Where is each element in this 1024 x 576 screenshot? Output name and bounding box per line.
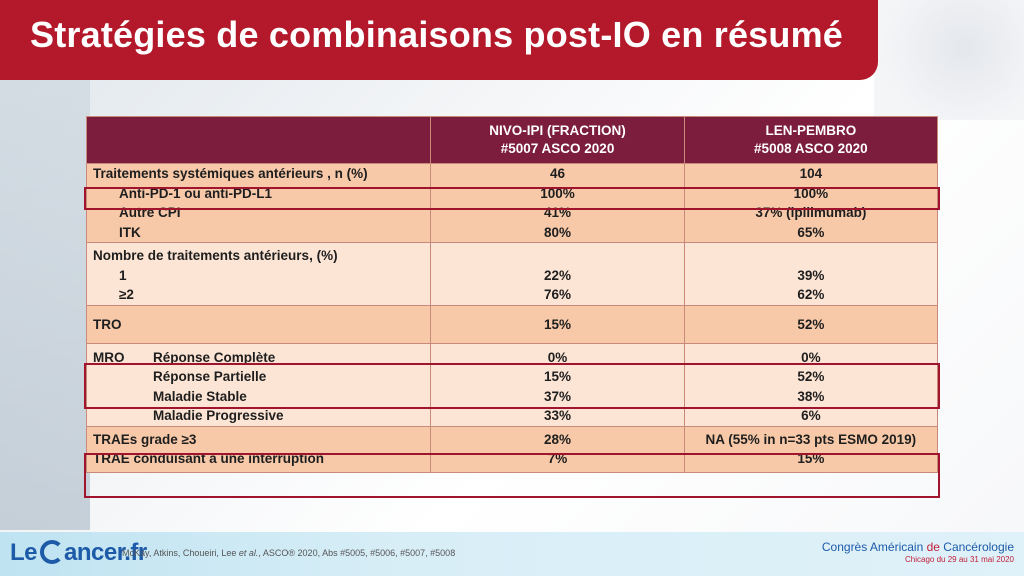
value-autre-cpi-len: 37% (ipilimumab) (755, 205, 867, 220)
cell-prior-len: 104 100% 37% (ipilimumab) 65% (683, 163, 939, 243)
label-rp: Réponse Partielle (153, 369, 267, 384)
background-buildings (0, 60, 90, 530)
table-header-row: NIVO-IPI (FRACTION) #5007 ASCO 2020 LEN-… (85, 116, 939, 164)
cell-mro-len: 0% 52% 38% 6% (683, 342, 939, 427)
value-interruption-nivo: 7% (547, 451, 568, 466)
label-itk: ITK (119, 224, 141, 240)
value-rc-len: 0% (801, 349, 821, 365)
table-row-mro: MRO Réponse Complète Réponse Partielle Ma… (85, 342, 939, 427)
label-rc: Réponse Complète (153, 349, 276, 365)
lecancer-logo: Le ancer.fr (10, 539, 147, 567)
label-prior: Traitements systémiques antérieurs , n (… (93, 166, 368, 181)
cell-traes-labels: TRAEs grade ≥3 TRAE conduisant à une int… (85, 425, 432, 473)
table-row-number-prior: Nombre de traitements antérieurs, (%) 1 … (85, 242, 939, 306)
cell-traes-nivo: 28% 7% (430, 425, 685, 473)
label-nombre: Nombre de traitements antérieurs, (%) (93, 248, 338, 263)
header-len-pembro: LEN-PEMBRO #5008 ASCO 2020 (683, 116, 939, 164)
table-row-prior-treatments: Traitements systémiques antérieurs , n (… (85, 163, 939, 243)
value-rp-len: 52% (797, 369, 825, 384)
title-bar: Stratégies de combinaisons post-IO en ré… (0, 0, 878, 80)
reference-text: McKay, Atkins, Choueiri, Lee et al., ASC… (122, 548, 455, 558)
label-interruption: TRAE conduisant à une interruption (93, 451, 325, 466)
cell-mro-nivo: 0% 15% 37% 33% (430, 342, 685, 427)
value-prior-nivo: 46 (550, 166, 566, 181)
congress-dates: Chicago du 29 au 31 mai 2020 (905, 555, 1014, 564)
congress-text-de: de (926, 540, 940, 554)
value-itk-len: 65% (797, 224, 825, 240)
value-interruption-len: 15% (797, 451, 825, 466)
value-n2-len: 62% (797, 287, 825, 302)
value-rp-nivo: 15% (544, 369, 572, 384)
label-traes: TRAEs grade ≥3 (93, 431, 197, 447)
value-tro-nivo: 15% (430, 304, 685, 344)
value-n1-nivo: 22% (544, 267, 572, 283)
value-ms-nivo: 37% (544, 388, 572, 404)
value-traes-len: NA (55% in n=33 pts ESMO 2019) (705, 431, 917, 447)
cell-prior-labels: Traitements systémiques antérieurs , n (… (85, 163, 432, 243)
header-empty-cell (85, 116, 432, 164)
congress-text-1: Congrès Américain (821, 540, 927, 554)
value-prior-len: 104 (799, 166, 823, 181)
congress-text-2: Cancérologie (939, 540, 1014, 554)
table-row-tro: TRO 15% 52% (85, 304, 939, 344)
logo-c-icon (40, 540, 65, 564)
value-n2-nivo: 76% (544, 287, 572, 302)
label-tro: TRO (85, 304, 432, 344)
label-n2: ≥2 (119, 287, 134, 302)
value-ms-len: 38% (797, 388, 825, 404)
table-row-traes: TRAEs grade ≥3 TRAE conduisant à une int… (85, 425, 939, 473)
reference-authors: McKay, Atkins, Choueiri, Lee (122, 548, 239, 558)
comparison-table: NIVO-IPI (FRACTION) #5007 ASCO 2020 LEN-… (85, 116, 939, 473)
label-anti-pd1: Anti-PD-1 ou anti-PD-L1 (119, 185, 272, 201)
reference-abstracts: , ASCO® 2020, Abs #5005, #5006, #5007, #… (258, 548, 456, 558)
footer: Le ancer.fr McKay, Atkins, Choueiri, Lee … (0, 532, 1024, 576)
label-autre-cpi: Autre CPI (119, 205, 181, 220)
cell-prior-nivo: 46 100% 41% 80% (430, 163, 685, 243)
cell-number-labels: Nombre de traitements antérieurs, (%) 1 … (85, 242, 432, 306)
label-mro: MRO (93, 349, 125, 365)
slide-title: Stratégies de combinaisons post-IO en ré… (30, 14, 844, 55)
label-ms: Maladie Stable (153, 388, 247, 404)
header-len-pembro-name: LEN-PEMBRO (765, 123, 857, 138)
value-rc-nivo: 0% (547, 349, 568, 365)
congress-logo: Congrès Américain de Cancérologie Chicag… (822, 540, 1014, 564)
header-nivo-ipi: NIVO-IPI (FRACTION) #5007 ASCO 2020 (430, 116, 685, 164)
header-nivo-ipi-name: NIVO-IPI (FRACTION) (489, 123, 626, 138)
logo-text-ancer: ancer.fr (64, 539, 147, 566)
value-anti-pd1-len: 100% (793, 185, 829, 201)
header-len-pembro-ref: #5008 ASCO 2020 (754, 141, 868, 156)
cell-number-nivo: 22% 76% (430, 242, 685, 306)
label-n1: 1 (119, 267, 127, 283)
reference-etal: et al. (238, 548, 259, 558)
cell-number-len: 39% 62% (683, 242, 939, 306)
cell-mro-labels: MRO Réponse Complète Réponse Partielle Ma… (85, 342, 432, 427)
header-nivo-ipi-ref: #5007 ASCO 2020 (500, 141, 615, 156)
label-mp: Maladie Progressive (153, 408, 284, 423)
value-mp-len: 6% (801, 408, 821, 423)
value-mp-nivo: 33% (544, 408, 572, 423)
cell-traes-len: NA (55% in n=33 pts ESMO 2019) 15% (683, 425, 939, 473)
value-n1-len: 39% (797, 267, 825, 283)
value-itk-nivo: 80% (544, 224, 572, 240)
logo-text-le: Le (10, 539, 38, 566)
background-decoration (874, 0, 1024, 120)
value-traes-nivo: 28% (544, 431, 572, 447)
value-tro-len: 52% (683, 304, 939, 344)
value-autre-cpi-nivo: 41% (544, 205, 572, 220)
value-anti-pd1-nivo: 100% (540, 185, 575, 201)
